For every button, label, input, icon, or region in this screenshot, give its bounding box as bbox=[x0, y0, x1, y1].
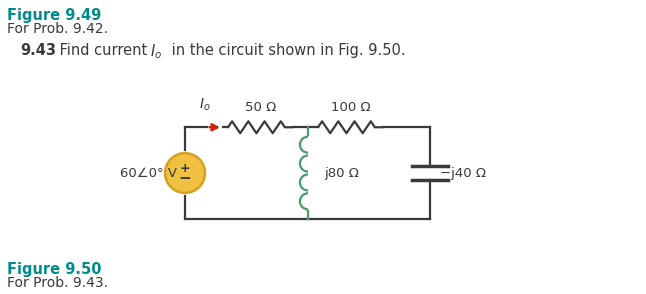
Text: For Prob. 9.42.: For Prob. 9.42. bbox=[7, 22, 108, 36]
Text: For Prob. 9.43.: For Prob. 9.43. bbox=[7, 276, 108, 290]
Text: j80 Ω: j80 Ω bbox=[324, 166, 359, 180]
Text: 60∠0° V: 60∠0° V bbox=[120, 166, 177, 180]
Text: +: + bbox=[180, 161, 191, 175]
Text: 50 Ω: 50 Ω bbox=[245, 101, 276, 114]
Text: $I_o$: $I_o$ bbox=[150, 43, 162, 61]
Ellipse shape bbox=[165, 153, 205, 193]
Text: −j40 Ω: −j40 Ω bbox=[440, 166, 486, 180]
Text: Figure 9.50: Figure 9.50 bbox=[7, 263, 101, 278]
Text: 100 Ω: 100 Ω bbox=[331, 101, 370, 114]
Text: in the circuit shown in Fig. 9.50.: in the circuit shown in Fig. 9.50. bbox=[167, 43, 406, 58]
Text: −: − bbox=[179, 171, 191, 186]
Text: 9.43: 9.43 bbox=[20, 43, 56, 58]
Text: Figure 9.49: Figure 9.49 bbox=[7, 8, 101, 23]
Text: Find current: Find current bbox=[55, 43, 152, 58]
Text: $I_o$: $I_o$ bbox=[199, 97, 211, 113]
